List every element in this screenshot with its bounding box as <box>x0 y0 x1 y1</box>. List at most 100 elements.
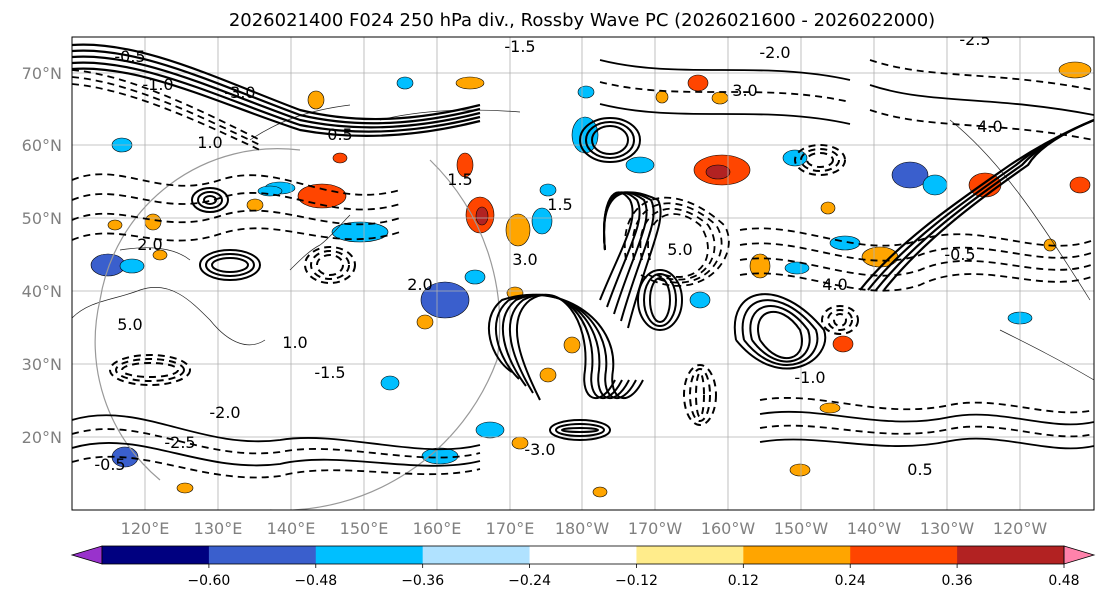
positive-contour <box>599 103 851 125</box>
contour-label: -2.0 <box>209 403 240 422</box>
positive-contour <box>637 269 683 331</box>
divergence-patch <box>531 207 553 235</box>
negative-contour <box>794 144 846 176</box>
contour-label: 1.5 <box>447 170 472 189</box>
latitude-label: 60°N <box>22 136 62 155</box>
contour-label: -0.5 <box>944 245 975 264</box>
latitude-label: 40°N <box>22 282 62 301</box>
negative-contour <box>72 83 261 151</box>
negative-contour <box>759 424 1094 438</box>
colorbar-tick-labels: −0.60 −0.48 −0.36 −0.24 −0.12 0.12 0.24 0.36 0.4… <box>187 564 1080 589</box>
positive-contour <box>869 84 1094 116</box>
negative-contour <box>739 257 1094 277</box>
divergence-patch <box>820 201 836 215</box>
longitude-label: 130°E <box>194 519 243 538</box>
longitude-label: 140°W <box>847 519 902 538</box>
negative-contour <box>869 109 1094 141</box>
map-area: -0.5 -1.0 -1.5 -2.0 -2.5 -3.0 0.5 1.0 1.5 2.0 3.0 4… <box>72 37 1094 510</box>
contour-label: 0.5 <box>327 125 352 144</box>
negative-contour <box>631 202 723 284</box>
divergence-patch <box>539 183 557 197</box>
negative-contour <box>827 309 853 331</box>
divergence-patch <box>577 85 595 99</box>
latitude-labels: 70°N 60°N 50°N 40°N 30°N 20°N <box>22 64 62 447</box>
positive-contour <box>501 293 630 400</box>
rossby-wave-contours <box>72 43 1094 479</box>
divergence-patch <box>396 76 414 90</box>
negative-contour <box>72 173 401 196</box>
positive-contour <box>199 249 261 281</box>
divergence-patch <box>307 90 325 110</box>
longitude-labels: 120°E 130°E 140°E 150°E 160°E 170°E 180°W 170°W… <box>121 519 1048 538</box>
negative-contour <box>316 254 344 276</box>
contour-label: -1.0 <box>794 368 825 387</box>
positive-contour <box>72 49 481 125</box>
positive-contour <box>72 55 481 129</box>
coastline <box>999 329 1094 381</box>
positive-contour <box>603 191 662 329</box>
divergence-patch <box>152 249 168 261</box>
positive-contour <box>72 61 481 133</box>
positive-contour <box>555 423 605 437</box>
negative-contour <box>800 148 840 172</box>
negative-contour <box>72 428 481 459</box>
colorbar-frame <box>101 545 1065 565</box>
divergence-patch <box>456 152 474 178</box>
positive-contour <box>749 305 811 363</box>
negative-contour <box>72 209 401 226</box>
positive-contour <box>211 257 249 273</box>
divergence-patch <box>922 174 948 196</box>
positive-contour <box>549 419 611 441</box>
longitude-label: 130°W <box>920 519 975 538</box>
colorbar-segment <box>102 546 210 564</box>
contour-label: -3.0 <box>224 83 255 102</box>
positive-contour <box>759 437 1094 450</box>
colorbar-segment <box>850 546 958 564</box>
positive-contour <box>561 427 599 433</box>
latitude-label: 30°N <box>22 355 62 374</box>
longitude-label: 150°E <box>340 519 389 538</box>
divergence-patch <box>475 206 489 226</box>
divergence-patch <box>505 213 531 247</box>
positive-contour <box>649 277 671 323</box>
divergence-patch <box>539 367 557 383</box>
positive-contour <box>72 414 481 451</box>
negative-contour <box>639 207 716 281</box>
latitude-label: 20°N <box>22 428 62 447</box>
longitude-label: 180°W <box>555 519 610 538</box>
contour-label: 2.0 <box>137 235 162 254</box>
positive-contour <box>579 117 641 163</box>
negative-contour <box>623 196 730 287</box>
colorbar-segment <box>422 546 531 564</box>
contour-label: 0.5 <box>907 460 932 479</box>
divergence-patch <box>421 447 459 465</box>
contour-label: -3.0 <box>524 440 555 459</box>
divergence-patch <box>331 221 389 243</box>
divergence-patch <box>592 486 608 498</box>
graticule <box>72 37 1094 510</box>
contour-label: 3.0 <box>512 250 537 269</box>
colorbar-segment <box>208 546 317 564</box>
contour-label: 1.0 <box>282 333 307 352</box>
divergence-patch <box>332 152 348 164</box>
negative-contour <box>647 213 709 278</box>
coastline <box>119 247 191 261</box>
longitude-label: 160°E <box>413 519 462 538</box>
divergence-patch <box>689 291 711 309</box>
contour-label: -0.5 <box>94 455 125 474</box>
divergence-patch <box>711 91 729 105</box>
colorbar-segment <box>636 546 744 564</box>
positive-contour <box>72 43 481 121</box>
positive-contour <box>599 59 851 81</box>
contour-label: -0.5 <box>114 47 145 66</box>
negative-contour <box>72 227 401 242</box>
map-frame <box>71 36 1095 511</box>
colorbar-tick-label: −0.60 <box>187 573 230 589</box>
negative-contour <box>72 69 261 141</box>
negative-contour <box>310 250 350 280</box>
divergence-patch <box>891 161 929 189</box>
divergence-patch <box>380 375 400 391</box>
divergence-patch <box>829 235 861 251</box>
longitude-label: 170°E <box>486 519 535 538</box>
positive-contour <box>72 442 481 467</box>
